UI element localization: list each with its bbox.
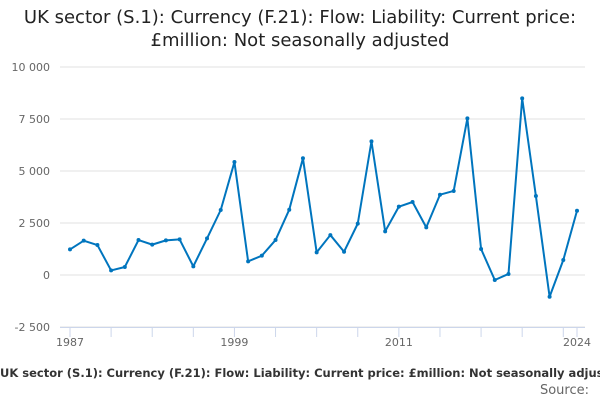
y-tick-label: 0 bbox=[43, 269, 50, 282]
y-tick-label: -2 500 bbox=[15, 321, 50, 334]
data-point bbox=[136, 238, 141, 243]
data-point bbox=[205, 236, 210, 241]
data-point bbox=[300, 156, 305, 161]
data-point bbox=[451, 188, 456, 193]
data-point bbox=[122, 264, 127, 269]
data-point bbox=[259, 253, 264, 258]
data-point bbox=[177, 237, 182, 242]
data-point bbox=[314, 250, 319, 255]
data-point bbox=[369, 139, 374, 144]
data-point bbox=[410, 199, 415, 204]
source-label: Source: bbox=[539, 383, 589, 398]
x-tick-label: 1999 bbox=[220, 336, 248, 349]
data-point bbox=[396, 204, 401, 209]
data-point bbox=[533, 193, 538, 198]
data-point bbox=[506, 271, 511, 276]
series-line bbox=[69, 97, 578, 298]
data-point bbox=[95, 243, 100, 248]
data-point bbox=[287, 207, 292, 212]
data-point bbox=[68, 247, 72, 252]
data-point bbox=[191, 264, 196, 269]
chart-title: UK sector (S.1): Currency (F.21): Flow: … bbox=[23, 7, 577, 51]
data-point bbox=[232, 160, 237, 165]
data-point bbox=[328, 233, 333, 238]
x-tick-label: 2011 bbox=[385, 336, 413, 349]
data-point bbox=[109, 268, 114, 273]
data-point bbox=[383, 229, 388, 234]
x-tick-label: 2024 bbox=[563, 336, 591, 349]
data-point bbox=[355, 221, 360, 226]
data-point bbox=[273, 238, 278, 243]
data-point bbox=[575, 208, 579, 213]
data-point bbox=[150, 242, 155, 247]
data-point bbox=[246, 259, 251, 264]
data-point bbox=[561, 258, 566, 263]
data-point bbox=[437, 192, 442, 197]
data-point bbox=[163, 238, 168, 243]
data-point bbox=[547, 294, 552, 299]
y-tick-label: 10 000 bbox=[12, 61, 51, 74]
x-tick-label: 1987 bbox=[56, 336, 84, 349]
footer-title: UK sector (S.1): Currency (F.21): Flow: … bbox=[0, 366, 600, 380]
data-point bbox=[492, 277, 497, 282]
data-point bbox=[424, 225, 429, 230]
y-tick-label: 7 500 bbox=[19, 113, 51, 126]
data-point bbox=[218, 208, 223, 212]
data-point bbox=[465, 116, 470, 121]
data-point bbox=[479, 247, 484, 251]
data-point bbox=[81, 238, 86, 243]
data-point bbox=[520, 96, 525, 101]
y-tick-label: 5 000 bbox=[19, 165, 51, 178]
y-tick-label: 2 500 bbox=[19, 217, 51, 230]
data-point bbox=[342, 249, 347, 254]
